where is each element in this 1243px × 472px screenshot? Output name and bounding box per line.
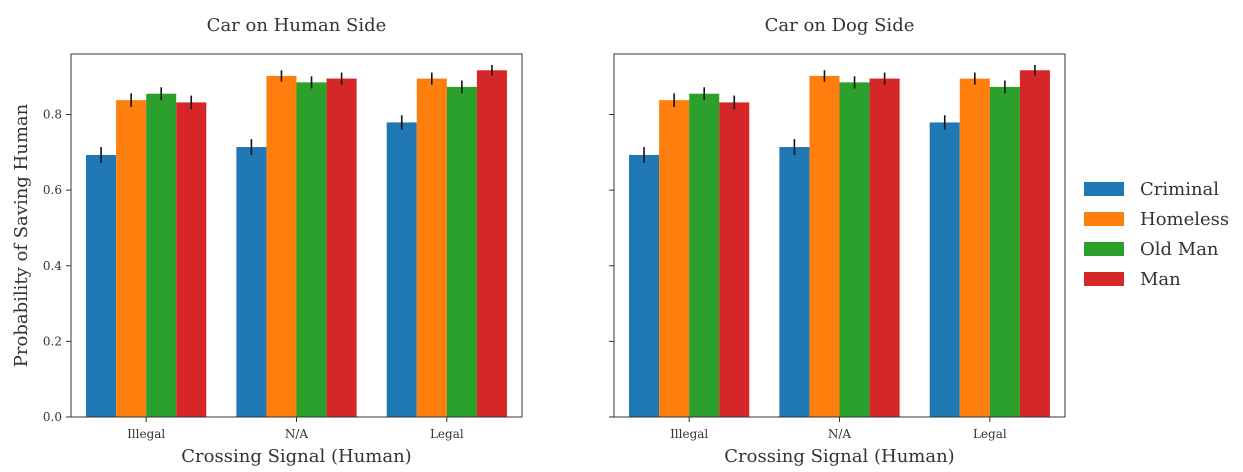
x-tick-label: Illegal <box>127 427 165 441</box>
chart-panel-0: 0.0 0.2 0.4 0.6 0.8 Illegal N/A Legal Car on Hum… <box>11 15 523 467</box>
bar-old-man-na <box>839 82 870 417</box>
legend-label-old-man: Old Man <box>1140 239 1219 260</box>
bar-criminal-na <box>779 147 810 418</box>
bar-homeless-legal <box>416 78 447 417</box>
y-tick-label: 0.4 <box>43 259 62 273</box>
bar-criminal-na <box>236 147 267 418</box>
x-tick-label: N/A <box>285 427 309 441</box>
legend-label-homeless: Homeless <box>1140 209 1229 230</box>
bar-homeless-na <box>266 75 297 418</box>
bar-old-man-na <box>296 82 327 417</box>
bar-man-legal <box>476 70 507 418</box>
x-tick-label: Legal <box>430 427 464 441</box>
bar-man-legal <box>1019 70 1050 418</box>
bar-criminal-legal <box>929 122 960 418</box>
bar-old-man-illegal <box>146 93 177 417</box>
bar-criminal-illegal <box>629 154 660 417</box>
x-axis-label: Crossing Signal (Human) <box>181 446 411 467</box>
bar-old-man-legal <box>446 86 477 417</box>
bar-man-illegal <box>719 102 750 418</box>
bar-criminal-illegal <box>86 154 117 417</box>
bar-old-man-illegal <box>689 93 720 417</box>
x-tick-label: Illegal <box>670 427 708 441</box>
legend-label-criminal: Criminal <box>1140 179 1219 200</box>
y-tick-label: 0.2 <box>43 334 62 348</box>
chart-panel-1: Illegal N/A Legal Car on Dog Side Crossing S… <box>609 15 1066 467</box>
chart-title: Car on Dog Side <box>765 15 915 36</box>
y-axis-label: Probability of Saving Human <box>11 103 32 367</box>
legend-swatch-man <box>1084 272 1124 286</box>
bar-old-man-legal <box>989 86 1020 417</box>
x-tick-label: N/A <box>828 427 852 441</box>
bar-man-illegal <box>176 102 207 418</box>
y-tick-label: 0.8 <box>43 108 62 122</box>
legend-swatch-criminal <box>1084 182 1124 196</box>
bar-homeless-illegal <box>116 100 147 417</box>
x-axis-label: Crossing Signal (Human) <box>724 446 954 467</box>
bar-homeless-illegal <box>659 100 690 417</box>
legend-swatch-old-man <box>1084 242 1124 256</box>
chart-panels: 0.0 0.2 0.4 0.6 0.8 Illegal N/A Legal Car on Hum… <box>11 15 1066 467</box>
x-tick-label: Legal <box>973 427 1007 441</box>
bar-man-na <box>869 78 900 417</box>
bar-homeless-legal <box>959 78 990 417</box>
bar-homeless-na <box>809 75 840 418</box>
y-tick-label: 0.0 <box>43 410 62 424</box>
chart-title: Car on Human Side <box>207 15 387 36</box>
legend-label-man: Man <box>1140 269 1181 290</box>
legend-swatch-homeless <box>1084 212 1124 226</box>
y-tick-label: 0.6 <box>43 183 62 197</box>
legend: Criminal Homeless Old Man Man <box>1084 179 1229 290</box>
bar-criminal-legal <box>386 122 417 418</box>
bar-man-na <box>326 78 357 417</box>
